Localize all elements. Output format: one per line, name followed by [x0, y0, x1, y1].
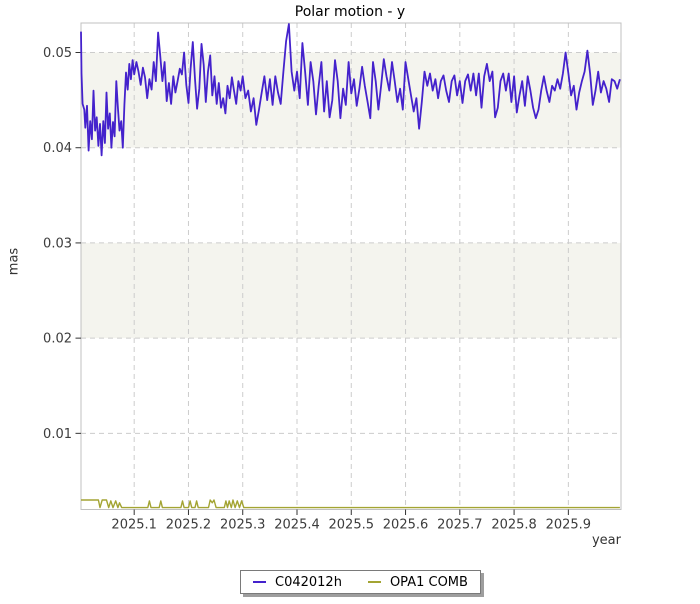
series-line-opa1-comb	[81, 499, 620, 509]
chart-title: Polar motion - y	[294, 4, 406, 20]
x-tick-label: 2025.3	[220, 518, 266, 533]
y-tick-label: 0.02	[43, 332, 72, 347]
legend-label-c042012h: C042012h	[275, 574, 342, 590]
x-tick-label: 2025.8	[491, 518, 537, 533]
y-tick-label: 0.05	[43, 46, 72, 61]
legend-item-opa1-comb: OPA1 COMB	[367, 574, 468, 590]
x-axis-title: year	[591, 533, 621, 548]
x-tick-label: 2025.4	[274, 518, 320, 533]
y-tick-label: 0.03	[43, 236, 72, 251]
legend: C042012h OPA1 COMB	[240, 570, 481, 594]
x-tick-label: 2025.9	[546, 518, 592, 533]
y-tick-label: 0.04	[43, 141, 72, 156]
x-tick-label: 2025.5	[329, 518, 375, 533]
x-tick-label: 2025.6	[383, 518, 429, 533]
legend-line-sample-c042012h	[253, 581, 266, 583]
legend-label-opa1-comb: OPA1 COMB	[389, 574, 468, 590]
x-tick-label: 2025.1	[111, 518, 157, 533]
legend-line-sample-opa1-comb	[367, 581, 381, 583]
legend-item-c042012h: C042012h	[253, 575, 342, 590]
x-tick-label: 2025.2	[166, 518, 212, 533]
y-axis-title: mas	[6, 247, 22, 276]
y-tick-label: 0.01	[43, 427, 72, 442]
series-line-c042012h	[80, 23, 621, 157]
x-tick-label: 2025.7	[437, 518, 483, 533]
